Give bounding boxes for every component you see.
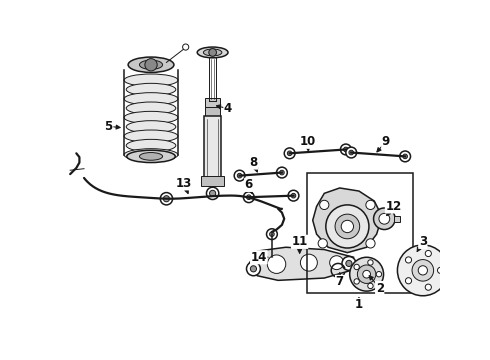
Circle shape bbox=[403, 154, 408, 159]
Text: 14: 14 bbox=[251, 251, 267, 264]
Circle shape bbox=[335, 214, 360, 239]
Bar bbox=[205, 98, 220, 107]
Circle shape bbox=[366, 200, 375, 210]
Text: 12: 12 bbox=[386, 200, 402, 213]
Text: 13: 13 bbox=[176, 177, 192, 190]
Text: 4: 4 bbox=[224, 102, 232, 115]
Circle shape bbox=[342, 256, 356, 270]
Circle shape bbox=[376, 271, 382, 277]
Circle shape bbox=[160, 193, 172, 205]
Circle shape bbox=[341, 144, 351, 155]
Text: 5: 5 bbox=[104, 120, 113, 133]
Ellipse shape bbox=[140, 153, 163, 160]
Text: 2: 2 bbox=[376, 282, 384, 294]
Circle shape bbox=[246, 262, 260, 276]
Text: 9: 9 bbox=[382, 135, 390, 148]
Bar bbox=[201, 176, 224, 186]
Circle shape bbox=[326, 205, 369, 248]
Circle shape bbox=[246, 195, 251, 199]
Circle shape bbox=[291, 193, 296, 198]
Circle shape bbox=[341, 220, 354, 233]
Circle shape bbox=[280, 170, 284, 175]
Circle shape bbox=[206, 187, 219, 199]
Circle shape bbox=[284, 148, 295, 159]
Bar bbox=[205, 107, 220, 116]
Circle shape bbox=[287, 151, 292, 156]
Ellipse shape bbox=[124, 93, 178, 105]
Ellipse shape bbox=[126, 139, 176, 152]
Circle shape bbox=[270, 255, 274, 260]
Circle shape bbox=[357, 265, 376, 283]
Circle shape bbox=[288, 190, 299, 201]
Circle shape bbox=[373, 208, 395, 230]
Circle shape bbox=[368, 260, 373, 265]
Circle shape bbox=[268, 255, 286, 274]
Circle shape bbox=[267, 229, 277, 239]
Circle shape bbox=[346, 147, 357, 158]
Text: 11: 11 bbox=[292, 235, 308, 248]
Circle shape bbox=[363, 270, 370, 278]
Circle shape bbox=[210, 190, 216, 197]
Circle shape bbox=[330, 256, 343, 270]
Ellipse shape bbox=[126, 121, 176, 133]
Ellipse shape bbox=[203, 49, 222, 56]
Circle shape bbox=[418, 266, 427, 275]
Circle shape bbox=[234, 170, 245, 181]
Circle shape bbox=[397, 245, 448, 296]
Circle shape bbox=[163, 195, 170, 202]
Circle shape bbox=[209, 49, 217, 56]
Ellipse shape bbox=[126, 102, 176, 114]
Circle shape bbox=[250, 266, 257, 272]
Circle shape bbox=[400, 151, 411, 162]
Text: 6: 6 bbox=[245, 178, 253, 192]
Circle shape bbox=[267, 252, 277, 263]
Circle shape bbox=[354, 264, 359, 270]
Circle shape bbox=[425, 251, 431, 257]
Circle shape bbox=[368, 283, 373, 289]
Circle shape bbox=[346, 260, 352, 266]
Ellipse shape bbox=[140, 60, 163, 69]
Polygon shape bbox=[249, 247, 354, 280]
Circle shape bbox=[319, 200, 329, 210]
Circle shape bbox=[350, 257, 384, 291]
Circle shape bbox=[343, 147, 348, 152]
Circle shape bbox=[425, 284, 431, 290]
Bar bbox=[393, 216, 400, 222]
Ellipse shape bbox=[126, 83, 176, 96]
Circle shape bbox=[412, 260, 434, 281]
Text: 3: 3 bbox=[419, 235, 427, 248]
Circle shape bbox=[237, 173, 242, 178]
Circle shape bbox=[354, 279, 359, 284]
Circle shape bbox=[145, 59, 157, 71]
Circle shape bbox=[366, 239, 375, 248]
Circle shape bbox=[379, 213, 390, 224]
Ellipse shape bbox=[127, 150, 175, 163]
Ellipse shape bbox=[124, 111, 178, 124]
Polygon shape bbox=[313, 188, 382, 253]
Circle shape bbox=[300, 254, 318, 271]
Circle shape bbox=[270, 232, 274, 237]
Circle shape bbox=[276, 167, 287, 178]
Text: 7: 7 bbox=[336, 275, 344, 288]
Bar bbox=[307, 172, 413, 293]
Ellipse shape bbox=[124, 74, 178, 86]
Bar bbox=[204, 116, 221, 178]
Ellipse shape bbox=[124, 130, 178, 142]
Circle shape bbox=[438, 267, 443, 274]
Ellipse shape bbox=[197, 47, 228, 58]
Ellipse shape bbox=[128, 57, 174, 72]
Text: 1: 1 bbox=[355, 298, 363, 311]
Circle shape bbox=[405, 278, 412, 284]
Circle shape bbox=[244, 192, 254, 203]
Circle shape bbox=[318, 239, 327, 248]
Text: 8: 8 bbox=[249, 156, 258, 169]
Circle shape bbox=[349, 150, 354, 155]
Ellipse shape bbox=[124, 149, 178, 161]
Circle shape bbox=[405, 257, 412, 263]
Text: 10: 10 bbox=[299, 135, 316, 148]
